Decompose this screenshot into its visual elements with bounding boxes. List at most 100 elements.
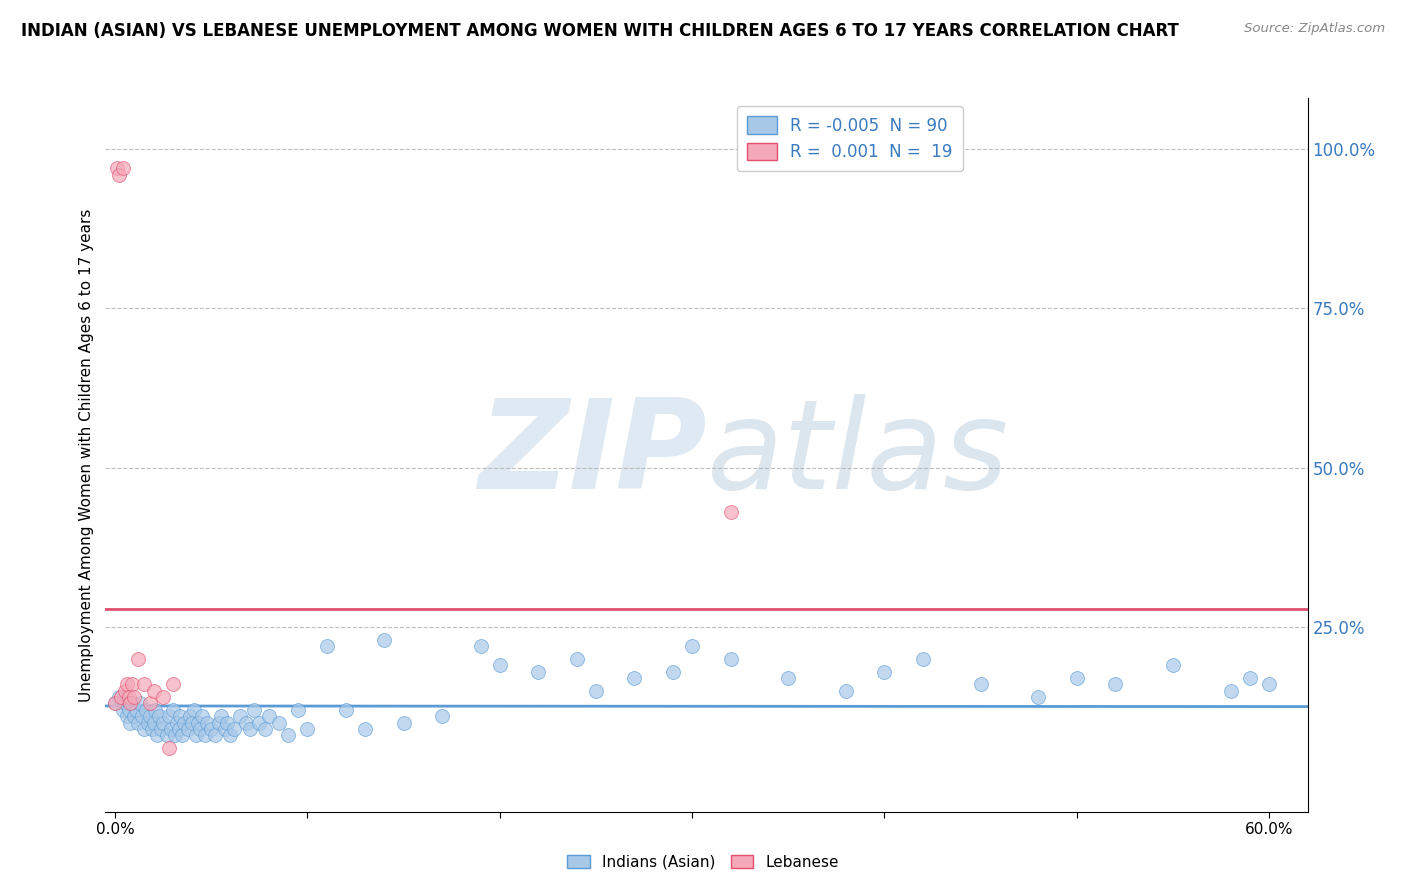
Point xyxy=(105,161,128,176)
Point xyxy=(115,677,138,691)
Point xyxy=(138,709,160,723)
Legend: R = -0.005  N = 90, R =  0.001  N =  19: R = -0.005 N = 90, R = 0.001 N = 19 xyxy=(737,106,963,171)
Point xyxy=(267,715,290,730)
Point xyxy=(720,652,742,666)
Point xyxy=(127,715,149,730)
Text: INDIAN (ASIAN) VS LEBANESE UNEMPLOYMENT AMONG WOMEN WITH CHILDREN AGES 6 TO 17 Y: INDIAN (ASIAN) VS LEBANESE UNEMPLOYMENT … xyxy=(21,22,1180,40)
Point xyxy=(197,715,219,730)
Point xyxy=(152,690,174,704)
Point xyxy=(488,658,510,673)
Point xyxy=(430,709,453,723)
Point xyxy=(114,697,136,711)
Point xyxy=(911,652,934,666)
Point xyxy=(120,697,142,711)
Point xyxy=(239,722,262,736)
Point xyxy=(145,703,167,717)
Point xyxy=(132,722,155,736)
Point xyxy=(1219,683,1241,698)
Point xyxy=(585,683,607,698)
Point xyxy=(214,722,236,736)
Text: atlas: atlas xyxy=(707,394,1008,516)
Point xyxy=(1066,671,1088,685)
Point xyxy=(287,703,309,717)
Point xyxy=(527,665,550,679)
Point xyxy=(111,703,134,717)
Point xyxy=(156,728,179,742)
Point xyxy=(166,715,188,730)
Point xyxy=(235,715,257,730)
Point xyxy=(115,709,138,723)
Point xyxy=(111,161,134,176)
Point xyxy=(183,703,205,717)
Point xyxy=(1239,671,1261,685)
Point xyxy=(157,709,180,723)
Point xyxy=(162,703,184,717)
Text: Source: ZipAtlas.com: Source: ZipAtlas.com xyxy=(1244,22,1385,36)
Point xyxy=(172,728,194,742)
Point xyxy=(1161,658,1184,673)
Point xyxy=(120,715,142,730)
Point xyxy=(129,697,152,711)
Point xyxy=(138,697,160,711)
Point xyxy=(778,671,800,685)
Point xyxy=(141,722,163,736)
Point xyxy=(215,715,238,730)
Point xyxy=(470,639,492,653)
Point xyxy=(148,709,170,723)
Point xyxy=(873,665,896,679)
Point xyxy=(184,728,207,742)
Point xyxy=(117,703,139,717)
Point xyxy=(124,709,146,723)
Point xyxy=(117,690,139,704)
Point xyxy=(179,709,201,723)
Point xyxy=(160,722,183,736)
Point xyxy=(173,715,195,730)
Point xyxy=(110,690,132,704)
Point xyxy=(142,683,165,698)
Point xyxy=(373,632,395,647)
Point xyxy=(229,709,252,723)
Point xyxy=(162,677,184,691)
Point xyxy=(132,677,155,691)
Point xyxy=(146,728,169,742)
Legend: Indians (Asian), Lebanese: Indians (Asian), Lebanese xyxy=(560,847,846,877)
Point xyxy=(242,703,264,717)
Point xyxy=(335,703,357,717)
Text: ZIP: ZIP xyxy=(478,394,707,516)
Point xyxy=(392,715,415,730)
Point xyxy=(219,728,242,742)
Point xyxy=(662,665,685,679)
Point xyxy=(354,722,377,736)
Point xyxy=(142,715,165,730)
Point xyxy=(125,703,148,717)
Point xyxy=(150,722,173,736)
Point xyxy=(136,715,159,730)
Point xyxy=(108,168,131,182)
Point xyxy=(104,697,127,711)
Point xyxy=(1026,690,1049,704)
Point xyxy=(277,728,299,742)
Point xyxy=(124,690,146,704)
Point xyxy=(247,715,270,730)
Point xyxy=(131,709,153,723)
Point xyxy=(163,728,186,742)
Point xyxy=(565,652,588,666)
Point xyxy=(254,722,277,736)
Point xyxy=(200,722,222,736)
Point xyxy=(224,722,246,736)
Point xyxy=(257,709,280,723)
Point xyxy=(720,505,742,519)
Point xyxy=(157,741,180,756)
Point xyxy=(315,639,337,653)
Point xyxy=(152,715,174,730)
Point xyxy=(681,639,703,653)
Point xyxy=(1258,677,1281,691)
Point xyxy=(835,683,858,698)
Point xyxy=(188,722,211,736)
Point xyxy=(169,709,191,723)
Point xyxy=(190,709,212,723)
Point xyxy=(1104,677,1126,691)
Point xyxy=(208,715,231,730)
Point xyxy=(121,677,143,691)
Point xyxy=(167,722,190,736)
